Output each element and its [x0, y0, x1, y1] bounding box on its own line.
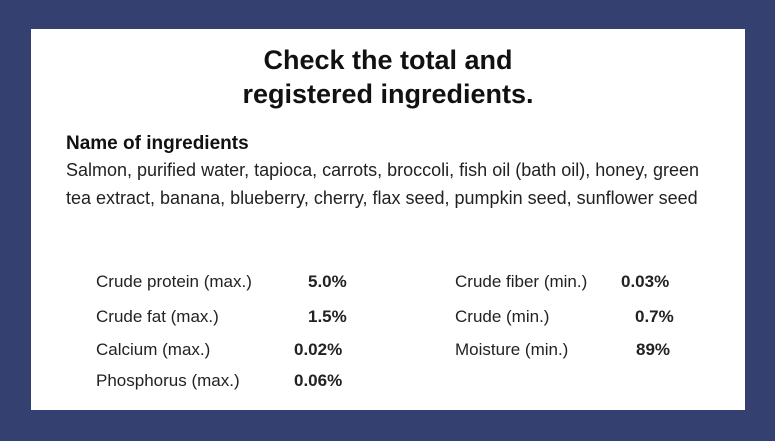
analysis-value: 5.0% — [308, 272, 347, 291]
ingredients-card: Check the total and registered ingredien… — [31, 29, 745, 410]
analysis-row: Crude fat (max.) 1.5% — [96, 307, 347, 327]
title-line-2: registered ingredients. — [242, 79, 534, 109]
title-line-1: Check the total and — [263, 45, 513, 75]
analysis-label: Crude fiber (min.) — [455, 272, 588, 291]
analysis-label: Phosphorus (max.) — [96, 371, 240, 390]
analysis-row: Crude (min.) 0.7% — [455, 307, 674, 327]
analysis-label: Crude (min.) — [455, 307, 550, 326]
analysis-row: Crude fiber (min.) 0.03% — [455, 272, 669, 292]
analysis-value: 0.7% — [635, 307, 674, 326]
ingredients-heading: Name of ingredients — [66, 133, 249, 154]
card-title: Check the total and registered ingredien… — [31, 43, 745, 111]
analysis-label: Calcium (max.) — [96, 340, 211, 359]
analysis-value: 89% — [636, 340, 671, 359]
analysis-row: Crude protein (max.) 5.0% — [96, 272, 347, 292]
ingredients-list: Salmon, purified water, tapioca, carrots… — [66, 160, 699, 208]
analysis-row: Calcium (max.) 0.02% — [96, 340, 342, 360]
analysis-value: 0.02% — [294, 340, 343, 359]
analysis-label: Moisture (min.) — [455, 340, 569, 359]
analysis-label: Crude fat (max.) — [96, 307, 219, 326]
analysis-row: Phosphorus (max.) 0.06% — [96, 371, 342, 391]
analysis-value: 1.5% — [308, 307, 347, 326]
analysis-value: 0.03% — [621, 272, 670, 291]
analysis-label: Crude protein (max.) — [96, 272, 252, 291]
analysis-value: 0.06% — [294, 371, 343, 390]
analysis-row: Moisture (min.) 89% — [455, 340, 670, 360]
